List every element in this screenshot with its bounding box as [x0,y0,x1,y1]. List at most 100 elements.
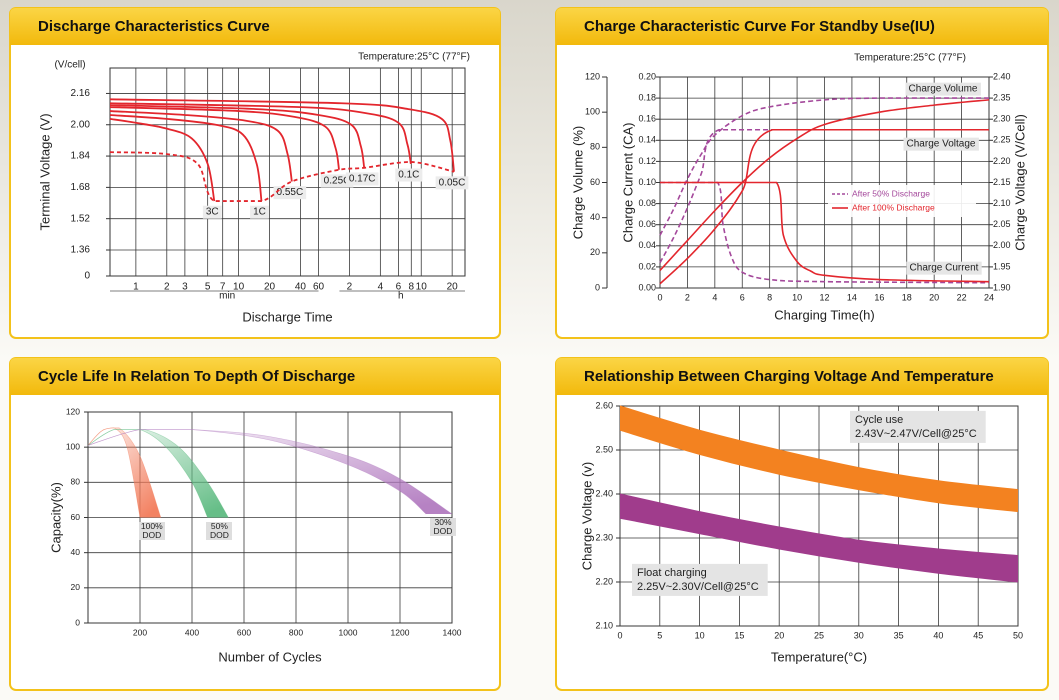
x-tick-label: 600 [237,627,251,637]
x-tick-label: 50 [1013,630,1023,640]
curve-label-group: Charge Voltage [903,137,979,151]
y2-tick-label: 2.10 [993,198,1011,208]
line [109,104,366,168]
y-tick-label: 0 [84,271,90,282]
y3-tick-label: 40 [590,212,600,222]
x-tick-label: 20 [447,282,459,293]
x-axis-label: Charging Time(h) [774,307,874,322]
band-edge [619,493,1019,557]
y3-tick-label: 100 [585,107,600,117]
x-tick-label: 5 [657,630,662,640]
y-tick-label: 0.16 [638,114,656,124]
x-unit-label: min [219,291,235,302]
x-tick-label: 2 [347,282,353,293]
y-tick-label: 0.02 [638,261,656,271]
y2-tick-label: 2.00 [993,240,1011,250]
x-tick-label: 20 [264,282,276,293]
y-tick-label: 0.20 [638,71,656,81]
x-tick-label: 1 [133,282,139,293]
note-group: Float charging 2.25V~2.30V/Cell@25°C [632,563,768,596]
curve-label-box [435,176,469,190]
x-tick-label: 20 [774,630,784,640]
y-axis-label: Capacity(%) [48,482,63,553]
curve-label: 0.05C [439,177,466,188]
band-edge [619,429,1019,513]
y-tick-label: 80 [71,477,81,487]
y2-tick-label: 2.20 [993,156,1011,166]
line [659,128,989,264]
curve-label-box [250,205,269,219]
y-tick-label: 1.36 [71,245,91,256]
x-tick-label: 2 [164,282,170,293]
panel-header [556,8,1048,45]
band [88,427,161,518]
y-tick-label: 40 [71,547,81,557]
curve-label: 0.17C [349,173,376,184]
panel-header [556,358,1048,395]
x-tick-label: 45 [973,630,983,640]
curve-label-box [395,168,423,182]
line [659,128,989,285]
y-tick-label: 2.20 [595,576,613,586]
panel-title: Charge Characteristic Curve For Standby … [584,18,935,35]
panel [9,357,501,691]
y-tick-label: 120 [66,406,80,416]
x-tick-label: 4 [378,282,384,293]
curve-label-box [906,261,982,275]
x-tick-label: 10 [695,630,705,640]
curve-label-group: 0.17C [345,172,379,186]
band-edge [619,517,1019,583]
y2-tick-label: 2.05 [993,219,1011,229]
series-label-box: 100% DOD [138,521,165,540]
x-tick-label: 8 [409,282,415,293]
y3-tick-label: 120 [585,71,600,81]
x-tick-label: 40 [933,630,943,640]
panel-title: Relationship Between Charging Voltage An… [584,368,994,385]
y2-tick-label: 1.90 [993,282,1011,292]
panel-header [10,8,500,45]
curve-label: 0.1C [398,170,419,181]
curve-label-box [903,137,979,151]
y3-axis-label: Charge Volume (%) [570,126,585,239]
y-tick-label: 2.60 [595,400,613,410]
curve-label-box [202,205,222,219]
y-unit: (V/cell) [54,60,85,71]
x-tick-label: 18 [902,292,912,302]
curve-label: 1C [253,207,266,218]
band-edge [87,429,229,518]
y-tick-label: 2.50 [595,444,613,454]
y-tick-label: 100 [66,441,80,451]
band-edge [619,405,1019,491]
curve-label-group: Charge Volume [905,82,981,96]
x-tick-label: 15 [734,630,744,640]
line [660,181,990,284]
curve-label-group: 1C [250,205,269,219]
panel-header [10,358,500,395]
x-tick-label: 8 [767,292,772,302]
y2-axis-label: Charge Voltage (V/Cell) [1012,114,1027,251]
y-tick-label: 0.12 [638,156,656,166]
line [109,114,263,202]
series-label: 50% DOD [206,521,233,540]
x-tick-label: 40 [295,282,307,293]
curve-label: Charge Current [910,263,979,274]
y-tick-label: 2.16 [71,88,91,99]
y2-tick-label: 1.95 [993,261,1011,271]
x-tick-label: 5 [205,282,211,293]
y-axis-label: Charge Current (CA) [620,123,635,243]
x-tick-label: 60 [313,282,325,293]
x-tick-label: 30 [854,630,864,640]
y-tick-label: 2.40 [595,488,613,498]
x-tick-label: 24 [984,292,994,302]
line [659,99,990,271]
y2-tick-label: 2.35 [993,92,1011,102]
note-group: Cycle use 2.43V~2.47V/Cell@25°C [850,410,986,443]
y-tick-label: 0.04 [638,240,656,250]
y3-tick-label: 20 [590,247,600,257]
band [88,429,229,518]
band [620,406,1018,512]
x-tick-label: 14 [847,292,857,302]
line [109,98,455,172]
line [660,181,990,283]
curve-label-group: 3C [202,205,222,219]
